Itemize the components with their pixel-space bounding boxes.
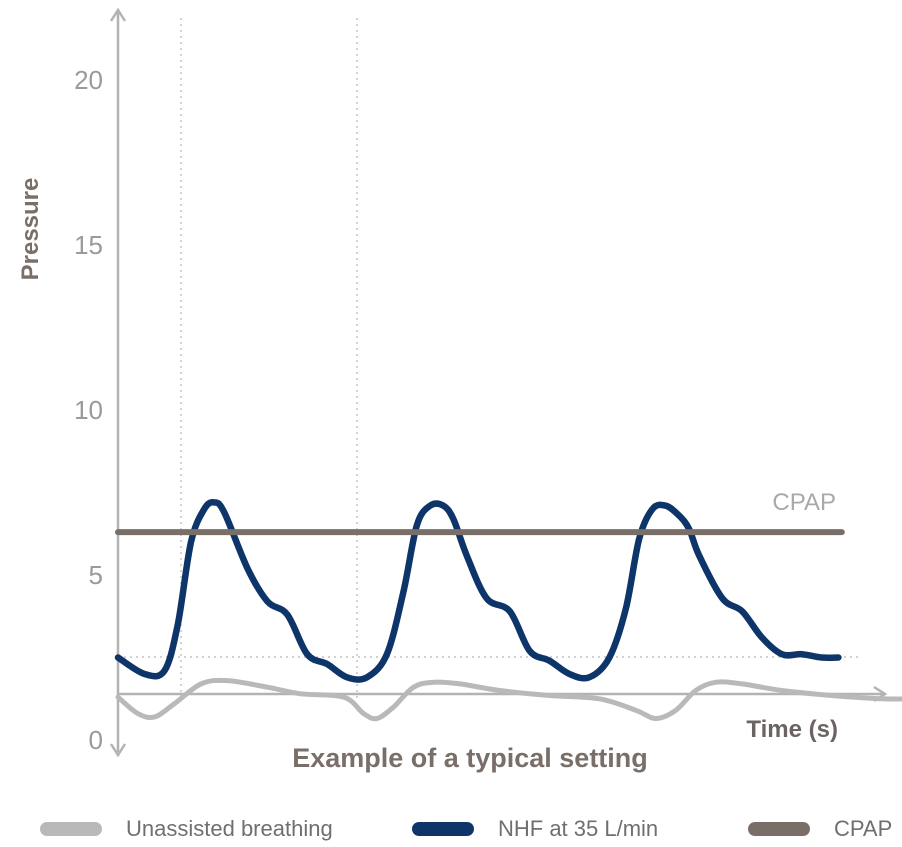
y-tick-labels: 0 5 10 15 20 (74, 65, 103, 755)
guide-lines (118, 18, 862, 700)
legend-label-nhf: NHF at 35 L/min (498, 816, 659, 841)
y-axis-label: Pressure (17, 178, 44, 281)
legend-swatch-cpap (748, 822, 810, 836)
legend-item-unassisted: Unassisted breathing (40, 812, 333, 846)
y-axis-arrow-top (109, 7, 127, 22)
y-tick-label-20: 20 (74, 65, 103, 95)
legend-label-unassisted: Unassisted breathing (126, 816, 333, 841)
series-unassisted-line (115, 677, 902, 722)
y-tick-label-15: 15 (74, 230, 103, 260)
legend-swatch-nhf (412, 822, 474, 836)
legend-label-cpap: CPAP (834, 816, 893, 841)
cpap-annotation: CPAP (772, 489, 836, 516)
legend-item-cpap: CPAP (748, 812, 892, 846)
chart-subtitle: Example of a typical setting (292, 743, 648, 773)
y-tick-label-5: 5 (89, 560, 103, 590)
y-tick-label-10: 10 (74, 395, 103, 425)
legend: Unassisted breathing NHF at 35 L/min CPA… (0, 812, 902, 846)
legend-swatch-unassisted (40, 822, 102, 836)
series-nhf-line (114, 498, 842, 683)
y-axis-arrow-bottom (109, 743, 127, 758)
legend-item-nhf: NHF at 35 L/min (412, 812, 658, 846)
pressure-chart: 0 5 10 15 20 Pressure Time (s) Example of a … (17, 7, 902, 773)
series-lines (114, 498, 902, 722)
x-axis-label: Time (s) (746, 716, 838, 743)
y-tick-label-0: 0 (89, 725, 103, 755)
